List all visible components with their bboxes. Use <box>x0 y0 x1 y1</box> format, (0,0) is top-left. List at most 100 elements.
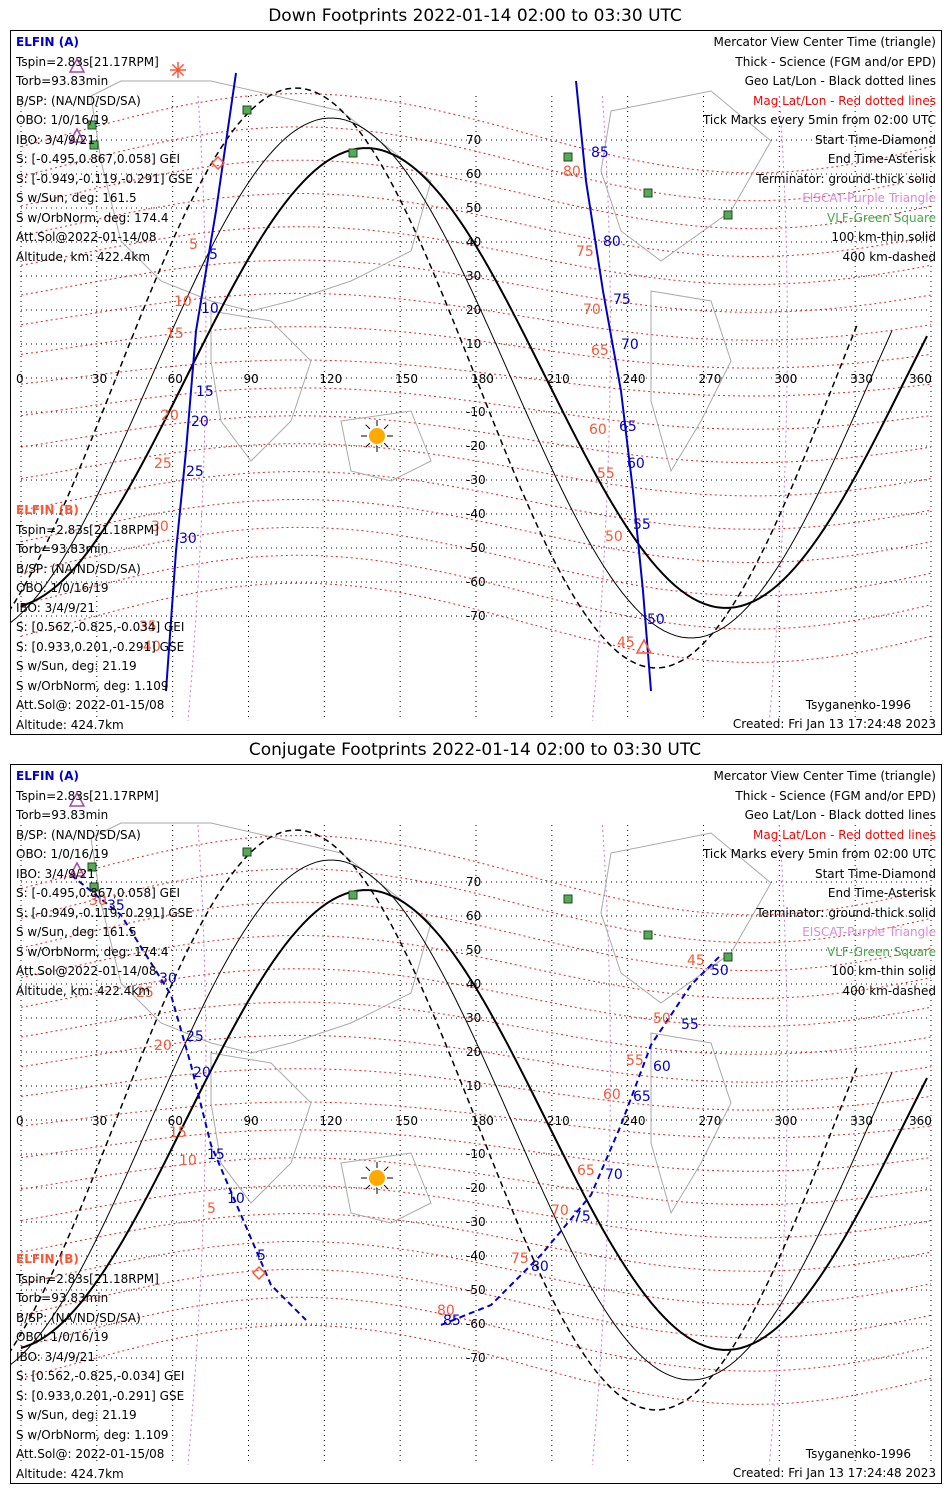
elfin-a-line: S w/OrbNorm, deg: 174.4 <box>16 210 169 225</box>
lat-tick-label: -60 <box>466 1317 486 1331</box>
end-time-asterisk <box>171 63 185 77</box>
elfin-b-info: ELFIN (B) Tspin=2.83s[21.18RPM] Torb=93.… <box>16 501 184 735</box>
elfin-b-line: IBO: 3/4/9/21 <box>16 600 95 615</box>
legend-item: Geo Lat/Lon - Black dotted lines <box>744 74 936 88</box>
elfin-b-track-west-time-label: 5 <box>189 237 198 253</box>
mag-lat-line <box>20 901 932 972</box>
lon-tick-label: 210 <box>547 1114 570 1128</box>
lat-tick-label: -40 <box>466 507 486 521</box>
lat-tick-label: -30 <box>466 473 486 487</box>
legend-item: 100 km-thin solid <box>831 230 936 244</box>
elfin-a-track-east-time-label: 50 <box>647 612 665 628</box>
elfin-a-track-west <box>165 72 237 692</box>
conjugate-footprints-panel: 0 30 60 90 120 150 180 210 240 270 300 330 360 70 60 50… <box>10 764 942 1484</box>
elfin-b-track-west-time-label: 10 <box>174 294 192 310</box>
elfin-a-track-east-time-label: 55 <box>633 517 651 533</box>
continent-outline <box>600 90 772 262</box>
mag-lat-line <box>20 1101 932 1139</box>
continent-outline <box>340 1152 432 1224</box>
elfin-b-track-east-time-label: 75 <box>576 244 594 260</box>
sun-icon <box>369 428 385 444</box>
legend-item: 100 km-thin solid <box>831 964 936 978</box>
mag-lat-line <box>20 1296 932 1372</box>
mag-lat-line <box>20 935 932 999</box>
elfin-b-conj-east-time-label: 80 <box>437 1303 455 1319</box>
lat-tick-label: -10 <box>466 1147 486 1161</box>
elfin-a-track-east <box>575 80 652 692</box>
lon-tick-label: 330 <box>850 1114 873 1128</box>
mag-lon-line <box>768 95 788 722</box>
lat-tick-label: -50 <box>466 1283 486 1297</box>
elfin-b-conj-east-time-label: 50 <box>653 1011 671 1027</box>
elfin-b-line: S: [0.933,0.201,-0.291] GSE <box>16 639 185 654</box>
elfin-b-line: IBO: 3/4/9/21 <box>16 1349 95 1364</box>
continent-outline <box>90 80 432 312</box>
lat-tick-label: 50 <box>466 201 481 215</box>
elfin-b-conj-west-time-label: 10 <box>179 1153 197 1169</box>
elfin-a-track-east-time-label: 80 <box>603 234 621 250</box>
terminator-line <box>20 147 928 609</box>
elfin-b-line: Torb=93.83min <box>16 1291 109 1305</box>
lon-tick-label: 360 <box>909 372 932 386</box>
elfin-a-track-west-time-label: 25 <box>186 464 204 480</box>
elfin-a-track-east-time-label: 65 <box>619 419 637 435</box>
terminator-100km-line <box>11 117 893 639</box>
legend-item: Thick - Science (FGM and/or EPD) <box>735 54 936 69</box>
vlf-station-square <box>348 890 358 900</box>
elfin-a-line: Tspin=2.83s[21.17RPM] <box>16 788 159 803</box>
lon-tick-label: 0 <box>16 372 24 386</box>
elfin-b-track-east-time-label: 70 <box>583 302 601 318</box>
terminator-100km-line <box>11 859 893 1381</box>
panel-title-conjugate: Conjugate Footprints 2022-01-14 02:00 to… <box>248 740 702 760</box>
lon-tick-label: 270 <box>699 372 722 386</box>
elfin-b-track-west-time-label: 20 <box>161 408 179 424</box>
elfin-a-conj-west-time-label: 35 <box>107 898 125 914</box>
elfin-b-line: B/SP: (NA/ND/SD/SA) <box>16 561 141 576</box>
legend-item: EISCAT-Purple Triangle <box>802 191 936 205</box>
vlf-station-square <box>242 847 252 857</box>
legend-item: Terminator: ground-thick solid <box>756 171 936 186</box>
lon-tick-label: 180 <box>471 1114 494 1128</box>
elfin-b-line: Att.Sol@: 2022-01-15/08 <box>16 1447 165 1461</box>
lon-tick-label: 150 <box>395 372 418 386</box>
center-time-triangle <box>68 127 86 143</box>
center-time-triangle <box>68 57 86 73</box>
elfin-b-line: S w/Sun, deg: 21.19 <box>16 659 137 673</box>
elfin-a-track-east-time-label: 85 <box>591 145 609 161</box>
lat-tick-label: -10 <box>466 405 486 419</box>
elfin-b-line: Att.Sol@: 2022-01-15/08 <box>16 698 165 712</box>
elfin-a-line: Torb=93.83min <box>16 74 109 88</box>
lat-tick-label: 50 <box>466 943 481 957</box>
elfin-a-track-west-time-label: 30 <box>179 531 197 547</box>
elfin-a-conj-west-time-label: 10 <box>227 1191 245 1207</box>
panel-title-down: Down Footprints 2022-01-14 02:00 to 03:3… <box>268 6 682 26</box>
vlf-station-square <box>643 930 653 940</box>
elfin-b-track-east-time-label: 55 <box>597 466 615 482</box>
continent-outline <box>210 310 312 462</box>
sun-ray <box>383 424 389 430</box>
legend-item: End Time-Asterisk <box>827 886 936 900</box>
lat-tick-label: 10 <box>466 1079 481 1093</box>
terminator-400km-line <box>11 87 858 669</box>
elfin-a-line: S: [-0.495,0.867,0.058] GEI <box>16 886 181 900</box>
elfin-a-line: S: [-0.495,0.867,0.058] GEI <box>16 152 181 166</box>
mag-lat-line <box>20 359 932 397</box>
legend-item: 400 km-dashed <box>842 983 936 998</box>
lat-tick-label: 60 <box>466 909 481 923</box>
lat-tick-label: 20 <box>466 303 481 317</box>
lat-tick-label: -30 <box>466 1215 486 1229</box>
legend-item: Mercator View Center Time (triangle) <box>713 35 936 49</box>
lon-tick-label: 30 <box>92 1114 107 1128</box>
mag-lat-line <box>20 159 932 230</box>
elfin-a-line: S: [-0.949,-0.119,-0.291] GSE <box>16 905 193 920</box>
lon-tick-label: 360 <box>909 1114 932 1128</box>
sun-ray <box>365 1184 371 1190</box>
elfin-b-conj-west-time-label: 5 <box>207 1201 216 1217</box>
lon-tick-label: 0 <box>16 1114 24 1128</box>
elfin-b-header: ELFIN (B) <box>16 1252 79 1266</box>
lat-tick-label: 40 <box>466 235 481 249</box>
lat-tick-label: -40 <box>466 1249 486 1263</box>
elfin-a-line: S w/OrbNorm, deg: 174.4 <box>16 944 169 959</box>
elfin-a-line: Att.Sol@2022-01-14/08 <box>16 230 157 244</box>
elfin-b-line: Torb=93.83min <box>16 542 109 556</box>
